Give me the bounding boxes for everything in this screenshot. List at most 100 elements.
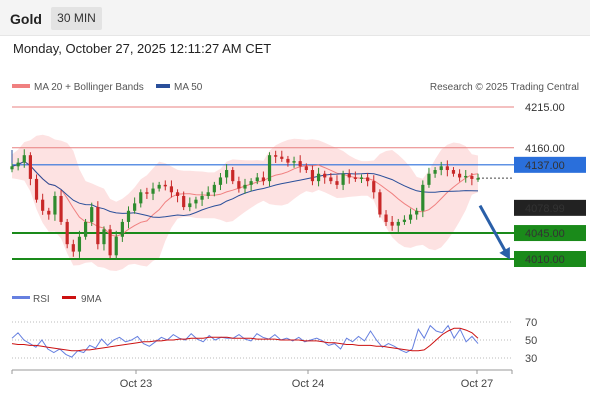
candle-body — [41, 199, 45, 211]
candle-body — [151, 188, 155, 194]
candle-body — [65, 221, 69, 245]
support-label: 4045.00 — [525, 228, 565, 240]
candle-body — [329, 177, 333, 182]
candle-body — [225, 170, 229, 178]
resistance-label: 4160.00 — [525, 143, 565, 155]
candle-body — [421, 184, 425, 211]
candle-body — [341, 173, 345, 185]
resistance-label: 4215.00 — [525, 102, 565, 114]
candle-body — [415, 210, 419, 215]
candle-body — [53, 195, 57, 215]
support-label: 4010.00 — [525, 254, 565, 266]
candle-body — [286, 158, 290, 163]
candle-body — [194, 199, 198, 204]
price-levels — [12, 106, 514, 260]
candle-body — [249, 181, 253, 185]
candle-body — [200, 195, 204, 200]
candle-body — [396, 221, 400, 226]
candle-body — [83, 221, 88, 237]
candle-body — [433, 170, 437, 174]
candle-body — [77, 236, 82, 252]
bollinger-bands — [12, 134, 478, 271]
rsi-legend-label: RSI — [33, 294, 50, 305]
ma50-line — [11, 150, 479, 218]
candle-body — [267, 155, 272, 182]
candle-body — [102, 229, 106, 245]
candle-body — [470, 175, 474, 179]
candle-body — [10, 166, 14, 170]
rsi-line — [11, 324, 479, 358]
time-tick-label: Oct 27 — [461, 378, 493, 390]
candle-body — [231, 170, 235, 182]
candle-body — [182, 195, 186, 208]
candle-body — [188, 203, 192, 208]
candle-body — [16, 162, 20, 167]
candle-body — [378, 192, 382, 215]
candle-body — [218, 177, 223, 185]
candle-body — [96, 207, 100, 245]
timeframe-button[interactable]: 30 MIN — [51, 7, 102, 30]
candle-body — [114, 236, 118, 256]
rsi-legend-swatch — [12, 296, 30, 299]
candle-body — [347, 173, 351, 178]
candle-body — [243, 184, 247, 189]
candle-body — [255, 177, 259, 182]
rsi-ma-legend-swatch — [62, 296, 76, 299]
time-tick-label: Oct 24 — [292, 378, 324, 390]
candle-body — [353, 177, 357, 179]
candle-body — [175, 192, 180, 196]
candle-body — [237, 181, 241, 189]
candle-body — [427, 173, 431, 185]
support-label-box — [514, 251, 586, 267]
candle-body — [280, 156, 284, 159]
rsi-panel: 70 50 30 — [11, 317, 537, 365]
candle-body — [261, 177, 265, 182]
candle-body — [120, 221, 124, 237]
candle-body — [323, 173, 327, 178]
forecast-arrow-head — [499, 247, 510, 260]
candle-body — [476, 178, 480, 180]
candle-body — [34, 178, 39, 200]
candle-body — [212, 184, 216, 193]
ma20-legend-swatch — [12, 84, 30, 88]
candle-body — [59, 195, 63, 222]
candle-body — [139, 192, 143, 204]
candle-body — [310, 170, 315, 182]
candle-body — [22, 155, 26, 163]
ma-bb-legend-label: MA 20 + Bollinger Bands — [34, 82, 144, 93]
candle-body — [464, 175, 468, 178]
candle-body — [335, 181, 339, 185]
last-price-label: 4078.99 — [525, 203, 565, 215]
candle-body — [384, 214, 388, 222]
candle-body — [169, 186, 174, 193]
candle-body — [206, 192, 210, 196]
support-label-box — [514, 225, 586, 242]
rsi-ma-line — [11, 327, 479, 352]
candle-body — [274, 155, 278, 157]
datetime-label: Monday, October 27, 2025 12:11:27 AM CET — [13, 41, 272, 56]
candle-body — [145, 192, 149, 194]
price-axis-labels: 4215.00 4160.00 4137.00 4078.99 4045.00 4010.… — [514, 102, 586, 267]
ma50-legend-label: MA 50 — [174, 82, 203, 93]
candle-body — [402, 219, 407, 222]
bollinger-band-area — [12, 134, 478, 271]
rsi-level-label: 30 — [525, 353, 537, 365]
candlesticks — [10, 149, 480, 260]
rsi-level-label: 70 — [525, 317, 537, 329]
pivot-label-box — [514, 156, 586, 173]
candle-body — [133, 203, 137, 211]
candle-body — [408, 214, 413, 220]
credit-label: Research © 2025 Trading Central — [430, 82, 579, 93]
candle-body — [366, 177, 370, 182]
forecast-arrow-shaft — [478, 204, 510, 257]
candle-body — [90, 207, 94, 222]
candle-body — [439, 166, 443, 171]
candle-body — [451, 170, 456, 174]
time-axis-labels: Oct 23 Oct 24 Oct 27 — [11, 370, 513, 390]
header-bar: Gold 30 MIN — [0, 0, 590, 36]
candle-body — [292, 161, 296, 163]
candle-body — [304, 166, 308, 171]
candle-body — [445, 166, 449, 171]
forecast-arrow — [478, 204, 510, 260]
